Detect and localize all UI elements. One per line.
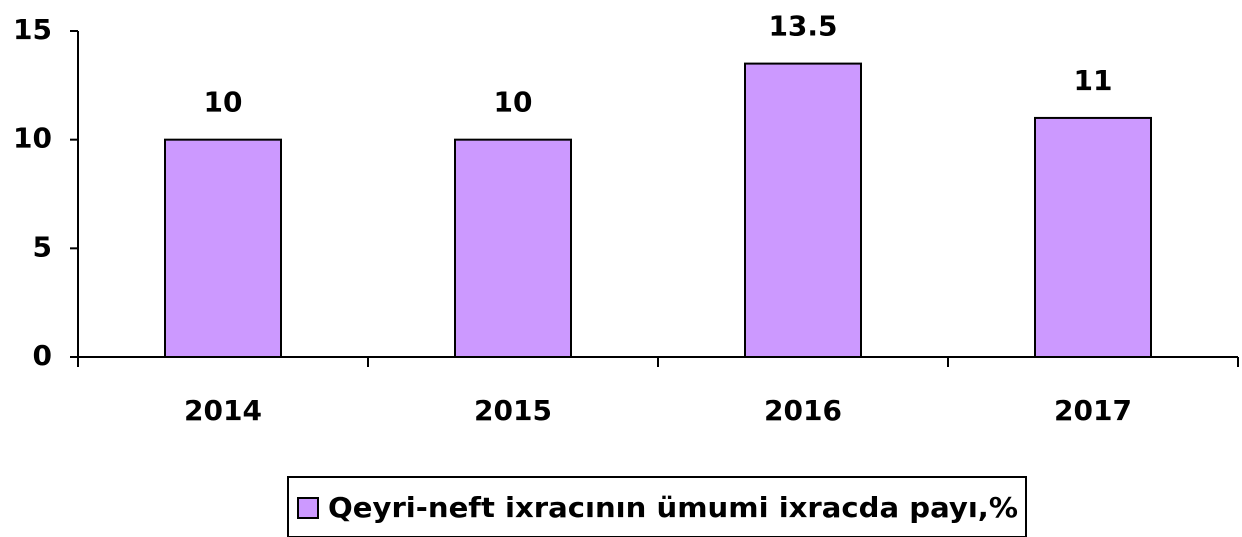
legend-label: Qeyri-neft ixracının ümumi ixracda payı,…: [328, 491, 1018, 524]
x-tick-label: 2017: [1054, 394, 1132, 427]
y-tick-label: 5: [33, 230, 52, 263]
bar: [1034, 116, 1152, 358]
bar: [744, 62, 862, 358]
y-tick-label: 15: [13, 13, 52, 46]
y-tick-label: 0: [33, 339, 52, 372]
data-label: 11: [1074, 64, 1113, 97]
x-tick-label: 2015: [474, 394, 552, 427]
x-tick-label: 2016: [764, 394, 842, 427]
data-label: 10: [204, 86, 243, 119]
data-label: 10: [494, 86, 533, 119]
legend-swatch: [297, 497, 319, 519]
legend-box: [287, 476, 1027, 537]
bar: [164, 138, 282, 358]
data-label: 13.5: [768, 10, 837, 43]
bar: [454, 138, 572, 358]
x-tick-label: 2014: [184, 394, 262, 427]
y-tick-label: 10: [13, 122, 52, 155]
